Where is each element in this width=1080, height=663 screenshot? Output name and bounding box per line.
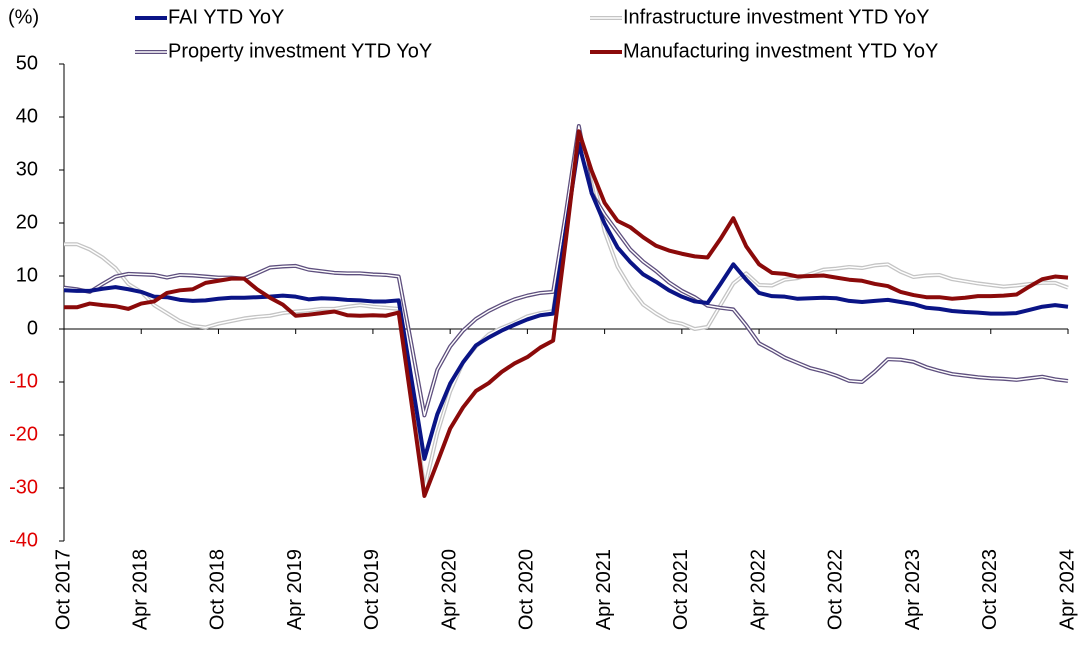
x-tick-label: Apr 2020 — [438, 549, 460, 630]
y-tick-label: -10 — [9, 370, 38, 392]
y-tick-label: -30 — [9, 476, 38, 498]
y-tick-label: -40 — [9, 529, 38, 551]
legend-label: FAI YTD YoY — [168, 6, 284, 28]
x-tick-label: Oct 2020 — [516, 549, 538, 630]
x-tick-label: Apr 2024 — [1056, 549, 1078, 630]
y-tick-label: 50 — [16, 52, 38, 74]
series-line — [63, 124, 1069, 418]
x-tick-label: Oct 2023 — [979, 549, 1001, 630]
y-tick-label: 40 — [16, 105, 38, 127]
x-tick-label: Oct 2022 — [825, 549, 847, 630]
y-tick-label: -20 — [9, 423, 38, 445]
y-tick-label: 30 — [16, 158, 38, 180]
x-tick-label: Oct 2021 — [670, 549, 692, 630]
y-tick-label: 0 — [27, 317, 38, 339]
series-line — [64, 133, 1069, 492]
x-tick-label: Apr 2018 — [130, 549, 152, 630]
series-line-inner — [63, 125, 1069, 417]
x-tick-label: Apr 2023 — [902, 549, 924, 630]
y-tick-label: 10 — [16, 264, 38, 286]
legend-label: Infrastructure investment YTD YoY — [623, 6, 929, 28]
x-tick-label: Oct 2017 — [52, 549, 74, 630]
series-line — [64, 129, 1069, 498]
x-tick-label: Apr 2019 — [284, 549, 306, 630]
y-axis-label: (%) — [8, 6, 39, 28]
series-line — [63, 141, 1069, 461]
x-tick-label: Apr 2021 — [593, 549, 615, 630]
legend-label: Property investment YTD YoY — [168, 40, 432, 62]
x-tick-label: Oct 2018 — [207, 549, 229, 630]
y-tick-label: 20 — [16, 211, 38, 233]
legend-label: Manufacturing investment YTD YoY — [623, 40, 938, 62]
series-line-inner — [64, 134, 1069, 491]
x-tick-label: Apr 2022 — [747, 549, 769, 630]
x-tick-label: Oct 2019 — [361, 549, 383, 630]
